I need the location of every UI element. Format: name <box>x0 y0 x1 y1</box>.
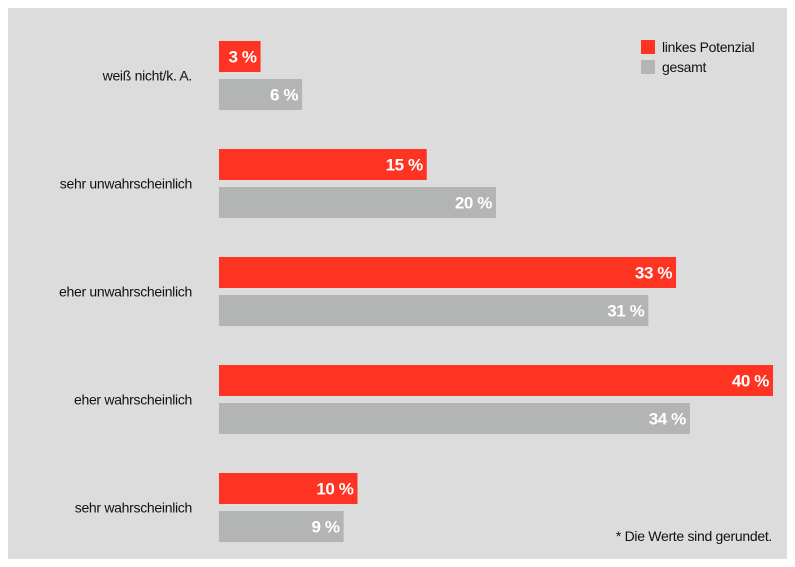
bars-group: weiß nicht/k. A. 3 % 6 % sehr unwahrscheinl… <box>59 41 773 542</box>
bar-gesamt <box>219 403 690 434</box>
value-label: 20 % <box>455 194 492 213</box>
bar-gesamt <box>219 187 496 218</box>
bar-linkes-potenzial <box>219 365 773 396</box>
bar-gesamt <box>219 511 344 542</box>
legend-label: linkes Potenzial <box>662 39 755 55</box>
value-label: 31 % <box>607 302 644 321</box>
value-label: 33 % <box>635 264 672 283</box>
value-label: 15 % <box>386 156 423 175</box>
bar-linkes-potenzial <box>219 257 677 288</box>
category-label: sehr unwahrscheinlich <box>60 176 192 192</box>
bar-gesamt <box>219 79 303 110</box>
bar-linkes-potenzial <box>219 41 261 72</box>
value-label: 40 % <box>732 372 769 391</box>
legend-label: gesamt <box>662 59 707 75</box>
value-label: 9 % <box>312 518 340 537</box>
legend: linkes Potenzial gesamt <box>641 39 755 75</box>
value-label: 6 % <box>270 86 298 105</box>
value-label: 10 % <box>316 480 353 499</box>
legend-swatch <box>641 40 655 54</box>
value-label: 34 % <box>649 410 686 429</box>
category-label: eher wahrscheinlich <box>74 392 192 408</box>
category-label: weiß nicht/k. A. <box>102 68 192 84</box>
bar-chart: weiß nicht/k. A. 3 % 6 % sehr unwahrscheinl… <box>59 39 773 544</box>
chart-panel: weiß nicht/k. A. 3 % 6 % sehr unwahrscheinl… <box>8 8 787 559</box>
bar-linkes-potenzial <box>219 149 427 180</box>
legend-swatch <box>641 60 655 74</box>
footnote: * Die Werte sind gerundet. <box>616 528 772 544</box>
bar-linkes-potenzial <box>219 473 358 504</box>
category-label: eher unwahrscheinlich <box>59 284 192 300</box>
bar-gesamt <box>219 295 649 326</box>
value-label: 3 % <box>228 48 256 67</box>
category-label: sehr wahrscheinlich <box>75 500 192 516</box>
